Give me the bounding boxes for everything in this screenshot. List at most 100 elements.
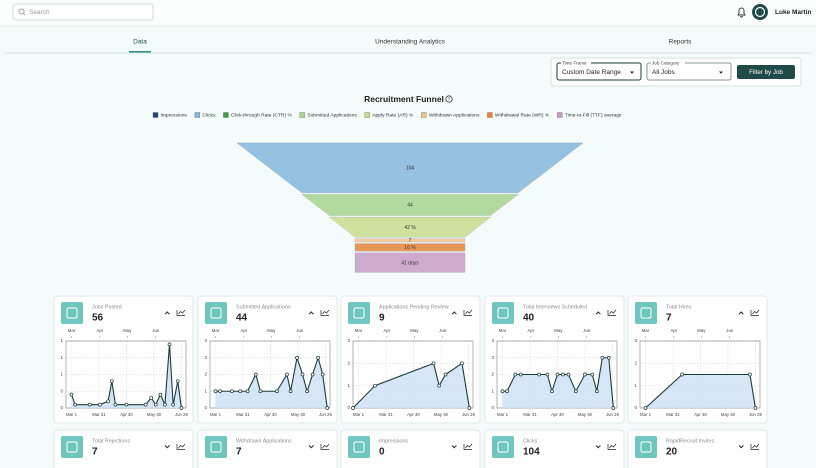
y-tick-label: 3: [491, 355, 494, 360]
month-label: Apr: [528, 328, 535, 333]
help-icon[interactable]: [445, 95, 453, 103]
collapse-chevron[interactable]: [738, 311, 744, 315]
label-mask: [561, 61, 591, 65]
month-label: May: [697, 328, 706, 333]
card-value: 0: [379, 447, 385, 458]
legend-swatch: [299, 112, 305, 118]
collapse-chevron[interactable]: [308, 311, 314, 315]
avatar-logo: [754, 6, 766, 18]
time-frame-select[interactable]: [556, 62, 642, 81]
point: [230, 389, 234, 394]
tab[interactable]: Reports: [669, 39, 693, 46]
y-tick-label: 1: [634, 383, 637, 388]
legend-label: Impressions: [161, 113, 188, 119]
y-tick-label: 4: [491, 338, 494, 343]
card-value: 44: [236, 313, 248, 324]
month-label: Mar: [212, 328, 220, 333]
point: [561, 372, 565, 377]
x-tick-label: May 30: [291, 412, 306, 417]
tab[interactable]: Data: [133, 39, 147, 46]
y-tick-label: 2: [347, 361, 350, 366]
job-category-select[interactable]: [646, 62, 732, 81]
card-icon: [635, 302, 657, 324]
expand-chevron[interactable]: [308, 445, 314, 449]
y-tick-label: 0: [204, 405, 207, 410]
card-title: Withdrawn Applications: [236, 438, 292, 444]
trend-toggle[interactable]: [463, 443, 473, 450]
legend-swatch: [421, 112, 427, 118]
card-icon-glyph: [210, 441, 222, 453]
filter-button[interactable]: [737, 65, 795, 79]
card-icon: [492, 436, 514, 458]
card-icon: [205, 302, 227, 324]
trend-toggle[interactable]: [463, 309, 473, 316]
point: [505, 389, 509, 394]
x-tick-label: Jun 29: [749, 412, 763, 417]
point: [590, 372, 595, 377]
y-tick-label: 0: [347, 405, 350, 410]
point: [513, 372, 518, 377]
expand-chevron[interactable]: [595, 445, 601, 449]
tab[interactable]: Understanding Analytics: [375, 39, 445, 46]
legend-label: Click-through Rate (CTR) %: [231, 113, 293, 119]
card-icon-glyph: [66, 307, 78, 319]
search-box[interactable]: [12, 3, 154, 21]
x-tick-label: Mar 1: [497, 412, 509, 417]
point: [310, 372, 315, 377]
y-tick-label: 2: [491, 372, 494, 377]
x-tick-label: Mar 1: [640, 412, 652, 417]
time-frame-value: Custom Date Range: [562, 69, 621, 76]
help-icon-glyph: ?: [448, 97, 451, 102]
card-title: Impressions: [379, 438, 408, 444]
kpi-card: [197, 429, 338, 468]
legend-label: Withdrawal Rate (WR) %: [495, 113, 550, 119]
notification-bell[interactable]: [737, 7, 746, 18]
job-category-value: All Jobs: [652, 69, 676, 76]
collapse-chevron[interactable]: [164, 311, 170, 315]
month-label: Apr: [241, 328, 248, 333]
collapse-chevron[interactable]: [595, 311, 601, 315]
card-title: Submitted Applications: [236, 304, 291, 310]
card-icon-glyph: [497, 307, 509, 319]
point: [245, 389, 250, 394]
trend-toggle[interactable]: [607, 443, 617, 450]
trend-toggle[interactable]: [320, 443, 330, 450]
point: [143, 402, 148, 407]
point: [124, 402, 129, 407]
filter-button-label[interactable]: Filter by Job: [749, 69, 783, 76]
legend-label: Apply Rate (AR) %: [372, 113, 414, 119]
point: [163, 402, 167, 407]
legend-swatch: [364, 112, 370, 118]
y-tick-label: 1: [347, 383, 350, 388]
legend-label: Time-to-Fill (TTF) average: [565, 113, 622, 119]
x-tick-label: May 30: [721, 412, 736, 417]
trend-toggle[interactable]: [176, 309, 186, 316]
x-tick-label: Mar 1: [353, 412, 365, 417]
expand-chevron[interactable]: [451, 445, 457, 449]
funnel-label: 7: [409, 238, 412, 244]
x-tick-label: Mar 1: [210, 412, 222, 417]
point: [351, 406, 355, 410]
expand-chevron[interactable]: [164, 445, 170, 449]
card-icon-glyph: [210, 307, 222, 319]
avatar[interactable]: [752, 4, 768, 20]
collapse-chevron[interactable]: [451, 311, 457, 315]
point: [300, 372, 305, 377]
trend-toggle[interactable]: [176, 443, 186, 450]
x-tick-label: Mar 31: [379, 412, 393, 417]
expand-chevron[interactable]: [738, 445, 744, 449]
funnel-segment: [354, 252, 466, 273]
user-name[interactable]: Luke Martin: [775, 9, 812, 16]
card-value: 7: [236, 447, 242, 458]
trend-toggle[interactable]: [320, 309, 330, 316]
time-frame-label: Time Frame: [562, 61, 587, 66]
job-category-label: Job Category: [652, 61, 680, 66]
card-value: 7: [666, 313, 672, 324]
trend-toggle[interactable]: [750, 443, 760, 450]
point: [566, 372, 571, 377]
trend-toggle[interactable]: [750, 309, 760, 316]
month-label: May: [267, 328, 276, 333]
trend-toggle[interactable]: [607, 309, 617, 316]
month-label: May: [410, 328, 419, 333]
